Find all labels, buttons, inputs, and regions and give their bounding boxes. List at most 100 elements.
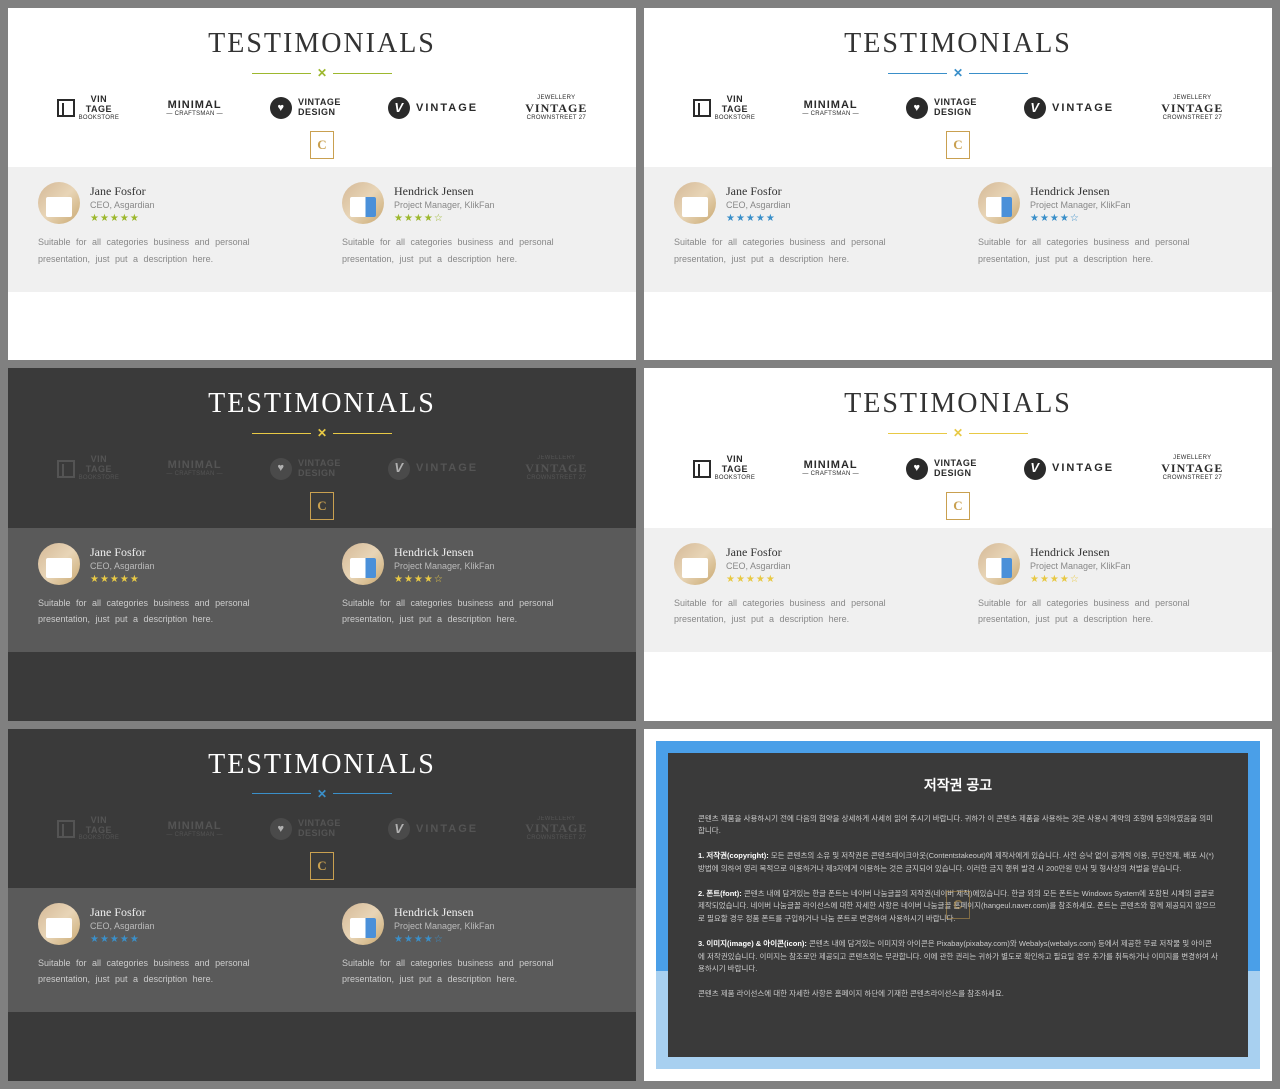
avatar: [38, 182, 80, 224]
testimonial-name: Hendrick Jensen: [1030, 545, 1131, 560]
logo-minimal: MINIMAL— CRAFTSMAN —: [166, 459, 223, 478]
logo-minimal: MINIMAL— CRAFTSMAN —: [802, 99, 859, 118]
logo-row: VINTAGEBOOKSTORE MINIMAL— CRAFTSMAN — ♥ …: [8, 455, 636, 491]
logo-vintage-jewellery: JEWELLERYVINTAGECROWNSTREET 27: [525, 95, 587, 121]
logo-vintage-jewellery: JEWELLERYVINTAGECROWNSTREET 27: [1161, 95, 1223, 121]
testimonial-slide: TESTIMONIALS ✕ VINTAGEBOOKSTORE MINIMAL—…: [644, 8, 1272, 360]
c-badge-icon: C: [946, 891, 970, 919]
logo-minimal: MINIMAL— CRAFTSMAN —: [166, 820, 223, 839]
testimonial-card: Hendrick Jensen Project Manager, KlikFan…: [342, 903, 606, 987]
logo-vintage-bookstore: VINTAGEBOOKSTORE: [57, 455, 120, 481]
testimonial-section: Jane Fosfor CEO, Asgardian ★★★★★ Suitabl…: [644, 167, 1272, 291]
copyright-paragraph: 콘텐츠 제품 라이선스에 대한 자세한 사항은 홈페이지 하단에 기재한 콘텐츠…: [698, 988, 1218, 1001]
copyright-paragraph: 1. 저작권(copyright): 모든 콘텐츠의 소유 및 저작권은 콘텐츠…: [698, 850, 1218, 876]
testimonial-role: CEO, Asgardian: [90, 561, 155, 571]
avatar: [38, 543, 80, 585]
star-rating: ★★★★★: [726, 574, 791, 585]
title-divider: ✕: [252, 787, 392, 801]
c-badge-icon: C: [946, 131, 970, 159]
copyright-paragraph: 콘텐츠 제품을 사용하시기 전에 다음의 협약을 상세하게 사세히 읽어 주시기…: [698, 813, 1218, 839]
c-badge-icon: C: [310, 852, 334, 880]
avatar: [978, 543, 1020, 585]
logo-row: VINTAGEBOOKSTORE MINIMAL— CRAFTSMAN — ♥ …: [8, 816, 636, 852]
testimonial-card: Jane Fosfor CEO, Asgardian ★★★★★ Suitabl…: [38, 903, 302, 987]
x-icon: ✕: [953, 426, 963, 440]
testimonial-role: Project Manager, KlikFan: [394, 561, 495, 571]
logo-vintage-bookstore: VINTAGEBOOKSTORE: [693, 455, 756, 481]
x-icon: ✕: [317, 787, 327, 801]
testimonial-name: Jane Fosfor: [726, 184, 791, 199]
testimonial-card: Jane Fosfor CEO, Asgardian ★★★★★ Suitabl…: [674, 543, 938, 627]
logo-vintage-design: ♥ VINTAGEDESIGN: [270, 818, 341, 840]
v-icon: V: [388, 458, 410, 480]
heart-icon: ♥: [906, 97, 928, 119]
star-rating: ★★★★☆: [1030, 213, 1131, 224]
title-divider: ✕: [888, 426, 1028, 440]
logo-vintage-v: V VINTAGE: [388, 458, 478, 480]
logo-vintage-v: V VINTAGE: [388, 818, 478, 840]
logo-vintage-v: V VINTAGE: [1024, 458, 1114, 480]
testimonial-description: Suitable for all categories business and…: [38, 234, 302, 266]
slide-title: TESTIMONIALS: [8, 749, 636, 781]
testimonial-description: Suitable for all categories business and…: [342, 234, 606, 266]
avatar: [38, 903, 80, 945]
avatar: [342, 543, 384, 585]
testimonial-card: Jane Fosfor CEO, Asgardian ★★★★★ Suitabl…: [674, 182, 938, 266]
testimonial-role: CEO, Asgardian: [726, 200, 791, 210]
heart-icon: ♥: [270, 458, 292, 480]
x-icon: ✕: [317, 66, 327, 80]
testimonial-section: Jane Fosfor CEO, Asgardian ★★★★★ Suitabl…: [8, 888, 636, 1012]
testimonial-name: Jane Fosfor: [90, 545, 155, 560]
x-icon: ✕: [953, 66, 963, 80]
logo-row: VINTAGEBOOKSTORE MINIMAL— CRAFTSMAN — ♥ …: [644, 95, 1272, 131]
slide-title: TESTIMONIALS: [8, 28, 636, 60]
testimonial-role: Project Manager, KlikFan: [1030, 561, 1131, 571]
c-badge-icon: C: [310, 131, 334, 159]
testimonial-card: Hendrick Jensen Project Manager, KlikFan…: [978, 182, 1242, 266]
testimonial-section: Jane Fosfor CEO, Asgardian ★★★★★ Suitabl…: [644, 528, 1272, 652]
logo-row: VINTAGEBOOKSTORE MINIMAL— CRAFTSMAN — ♥ …: [8, 95, 636, 131]
testimonial-name: Hendrick Jensen: [394, 184, 495, 199]
testimonial-description: Suitable for all categories business and…: [38, 595, 302, 627]
testimonial-card: Hendrick Jensen Project Manager, KlikFan…: [342, 182, 606, 266]
testimonial-name: Hendrick Jensen: [1030, 184, 1131, 199]
heart-icon: ♥: [270, 818, 292, 840]
testimonial-slide: TESTIMONIALS ✕ VINTAGEBOOKSTORE MINIMAL—…: [8, 8, 636, 360]
testimonial-name: Jane Fosfor: [726, 545, 791, 560]
x-icon: ✕: [317, 426, 327, 440]
title-divider: ✕: [252, 66, 392, 80]
logo-vintage-v: V VINTAGE: [1024, 97, 1114, 119]
testimonial-name: Hendrick Jensen: [394, 545, 495, 560]
logo-vintage-design: ♥ VINTAGEDESIGN: [906, 458, 977, 480]
v-icon: V: [1024, 458, 1046, 480]
testimonial-slide: TESTIMONIALS ✕ VINTAGEBOOKSTORE MINIMAL—…: [8, 729, 636, 1081]
avatar: [978, 182, 1020, 224]
testimonial-description: Suitable for all categories business and…: [342, 955, 606, 987]
logo-vintage-bookstore: VINTAGEBOOKSTORE: [693, 95, 756, 121]
testimonial-name: Jane Fosfor: [90, 184, 155, 199]
copyright-title: 저작권 공고: [698, 775, 1218, 795]
v-icon: V: [388, 818, 410, 840]
v-icon: V: [388, 97, 410, 119]
slide-title: TESTIMONIALS: [644, 28, 1272, 60]
avatar: [342, 182, 384, 224]
logo-vintage-jewellery: JEWELLERYVINTAGECROWNSTREET 27: [525, 816, 587, 842]
avatar: [674, 543, 716, 585]
star-rating: ★★★★☆: [394, 574, 495, 585]
logo-vintage-design: ♥ VINTAGEDESIGN: [906, 97, 977, 119]
testimonial-role: Project Manager, KlikFan: [394, 200, 495, 210]
testimonial-card: Hendrick Jensen Project Manager, KlikFan…: [978, 543, 1242, 627]
star-rating: ★★★★☆: [394, 934, 495, 945]
heart-icon: ♥: [906, 458, 928, 480]
logo-vintage-jewellery: JEWELLERYVINTAGECROWNSTREET 27: [1161, 455, 1223, 481]
slide-title: TESTIMONIALS: [644, 388, 1272, 420]
testimonial-card: Hendrick Jensen Project Manager, KlikFan…: [342, 543, 606, 627]
testimonial-description: Suitable for all categories business and…: [978, 234, 1242, 266]
testimonial-role: CEO, Asgardian: [90, 921, 155, 931]
logo-row: VINTAGEBOOKSTORE MINIMAL— CRAFTSMAN — ♥ …: [644, 455, 1272, 491]
star-rating: ★★★★★: [90, 934, 155, 945]
copyright-slide: 저작권 공고 콘텐츠 제품을 사용하시기 전에 다음의 협약을 상세하게 사세히…: [644, 729, 1272, 1081]
slide-title: TESTIMONIALS: [8, 388, 636, 420]
testimonial-slide: TESTIMONIALS ✕ VINTAGEBOOKSTORE MINIMAL—…: [644, 368, 1272, 720]
star-rating: ★★★★★: [726, 213, 791, 224]
